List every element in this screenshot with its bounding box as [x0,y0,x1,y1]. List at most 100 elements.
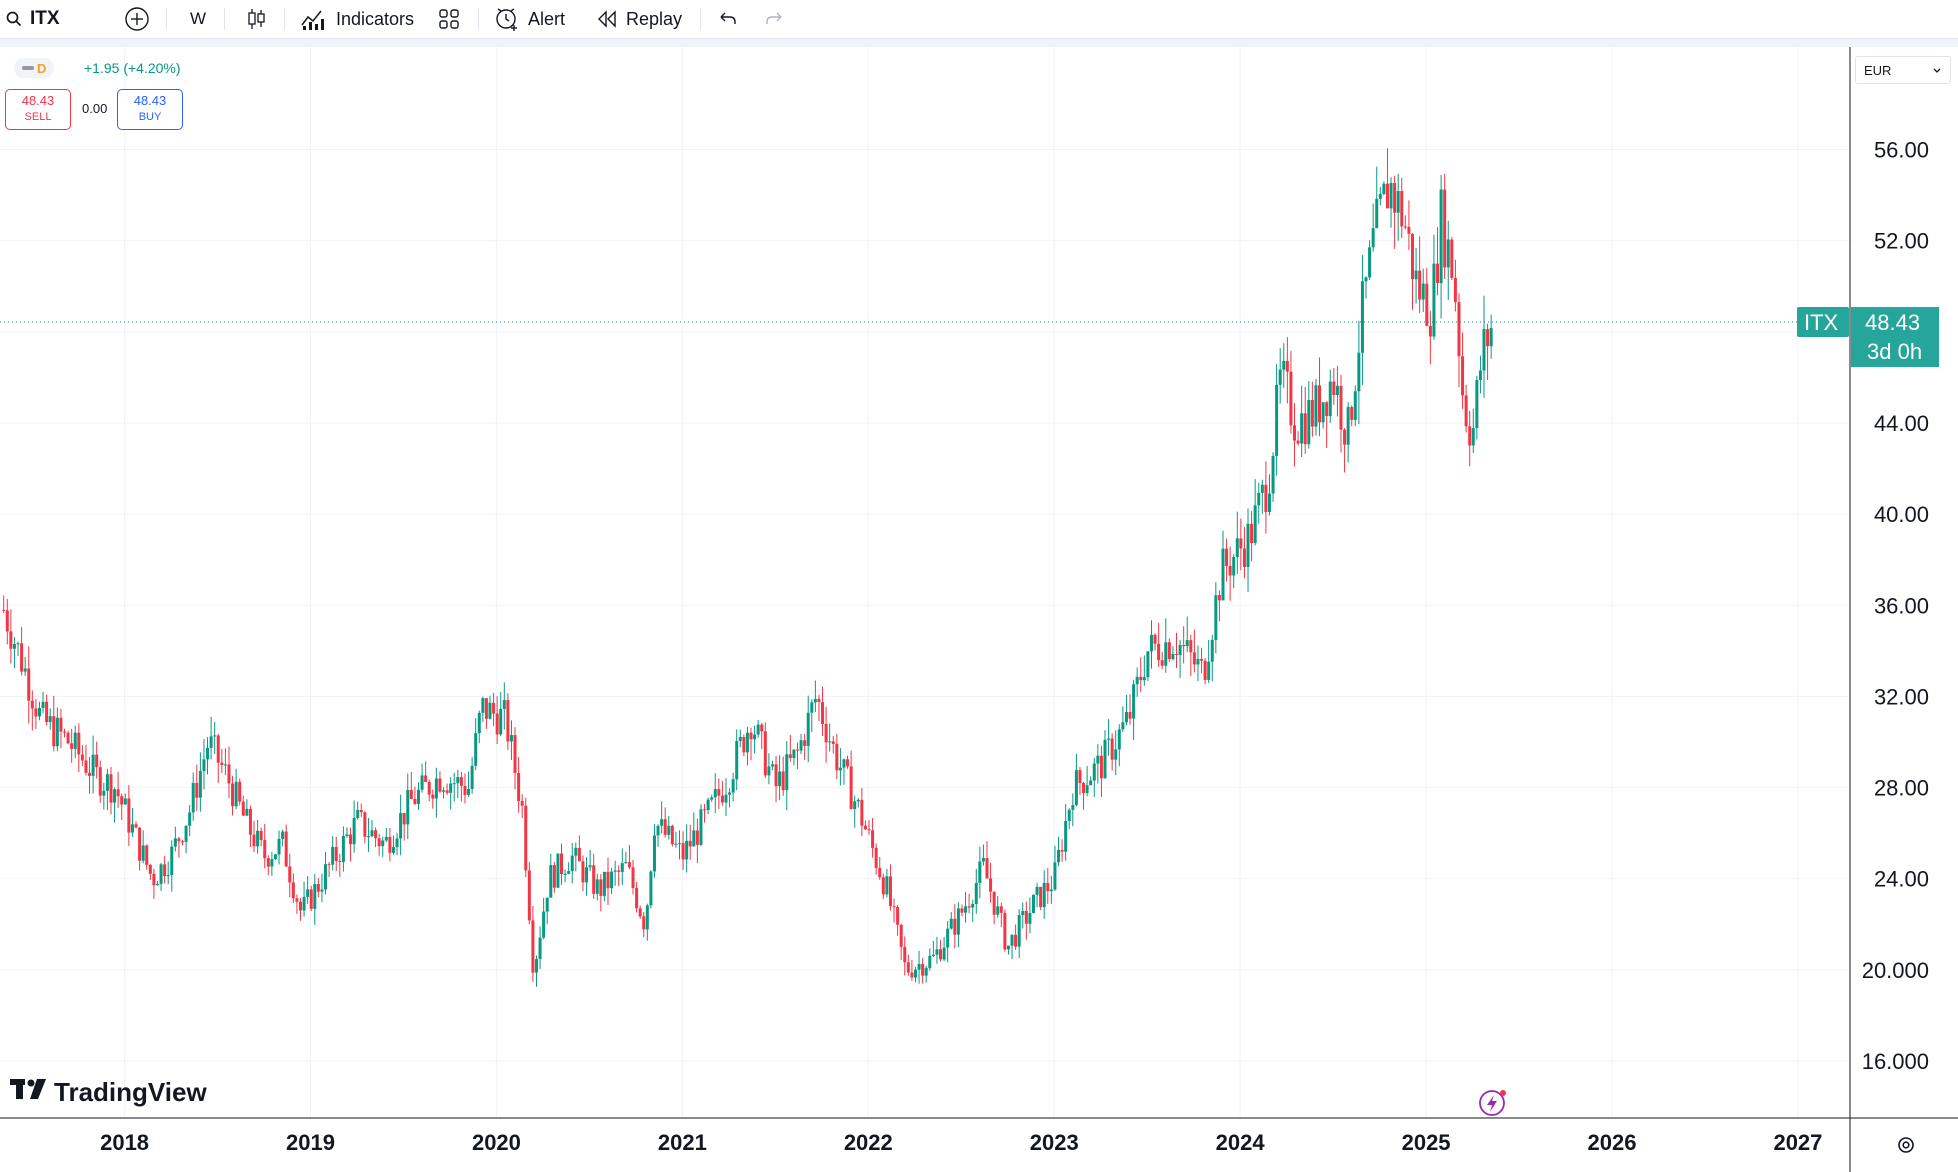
candle-body [770,764,774,767]
candle-body [867,829,871,831]
candle-body [542,911,546,938]
candle-body [1400,191,1404,227]
candle-body [1039,886,1043,908]
candle-body [1371,228,1375,248]
candle-body [1057,849,1061,863]
candle-body [1464,395,1468,427]
layouts-button[interactable] [438,0,460,38]
candle-body [163,864,167,877]
candle-body [720,795,724,803]
candle-body [788,754,792,759]
candle-body [645,905,649,930]
candle-body [888,876,892,907]
candle-body [610,871,614,889]
legend-toggle[interactable]: D [14,58,54,78]
symbol-search[interactable]: ITX [6,0,60,38]
collapse-icon [21,66,34,70]
candle-body [1149,634,1153,652]
tradingview-logo[interactable]: TradingView [10,1077,207,1107]
candle-body [1318,385,1322,423]
candle-body [903,946,907,963]
candle-body [513,735,517,774]
candle-body [95,754,99,768]
candle-body [967,906,971,908]
redo-button[interactable] [764,0,786,38]
candle-body [1461,356,1465,396]
candle-body [442,790,446,792]
interval-button[interactable]: W [190,9,207,28]
candle-body [77,732,81,755]
candle-body [123,798,127,805]
chart-grid [0,47,1850,1118]
candle-body [595,879,599,894]
candle-body [509,735,513,742]
candle-body [545,897,549,912]
candle-body [921,963,925,976]
candle-body [1285,360,1289,372]
candle-body [617,870,621,872]
candle-body [120,796,124,805]
candle-body [288,866,292,883]
candle-body [1085,785,1089,794]
settings-gear-icon[interactable] [1894,1133,1918,1157]
candle-body [116,789,120,797]
candle-body [1074,770,1078,806]
candle-body [964,906,968,913]
candle-body [1096,755,1100,764]
candle-body [660,819,664,826]
candle-body [1128,711,1132,719]
candle-body [524,805,528,871]
candle-body [1139,676,1143,681]
candle-body [2,609,6,611]
candle-body [1267,493,1271,512]
candle-body [706,799,710,811]
candle-body [1250,523,1254,544]
candle-body [1453,277,1457,303]
undo-button[interactable] [716,0,738,38]
add-symbol-button[interactable] [124,0,150,38]
currency-select[interactable]: EUR [1855,56,1951,84]
candle-body [1132,684,1136,719]
candle-body [874,847,878,868]
candle-body [838,767,842,771]
candle-body [813,698,817,703]
candle-body [413,798,417,804]
candle-body [206,747,210,760]
time-axis: 2018 2019 2020 2021 2022 2023 2024 2025 2026 2027 [100,1130,1822,1155]
candle-body [488,702,492,719]
lightning-icon[interactable] [1477,1086,1509,1118]
candle-body [320,889,324,892]
chevron-down-icon [1932,63,1942,78]
candle-body [1060,849,1064,852]
candle-body [134,824,138,828]
alert-button[interactable]: Alert [494,0,565,38]
chart-type-button[interactable] [244,0,268,38]
candle-body [910,972,914,978]
candle-body [141,845,145,861]
candle-body [177,838,181,842]
candle-body [105,774,109,791]
candle-body [1232,556,1236,576]
buy-button[interactable]: 48.43 BUY [117,89,183,130]
indicators-button[interactable]: Indicators [300,0,414,38]
candle-body [16,643,20,645]
replay-button[interactable]: Replay [596,0,682,38]
currency-value: EUR [1864,62,1892,78]
buy-price: 48.43 [133,93,167,108]
candle-body [259,830,263,841]
price-chart[interactable]: 56.0052.0048.0044.0040.0036.0032.0028.00… [0,47,1958,1172]
sell-button[interactable]: 48.43 SELL [5,89,71,130]
candle-body [552,865,556,888]
candle-body [631,867,635,888]
candle-body [370,830,374,837]
candle-body [638,908,642,917]
candle-body [1478,370,1482,380]
price-change: +1.95 (+4.20%) [84,60,181,76]
candle-body [1121,722,1125,730]
candle-body [1357,352,1361,392]
time-tick-label: 2027 [1773,1130,1822,1155]
price-tick-label: 56.00 [1874,138,1929,163]
candle-body [760,724,764,732]
candle-body [474,733,478,766]
candle-body [1239,538,1243,549]
